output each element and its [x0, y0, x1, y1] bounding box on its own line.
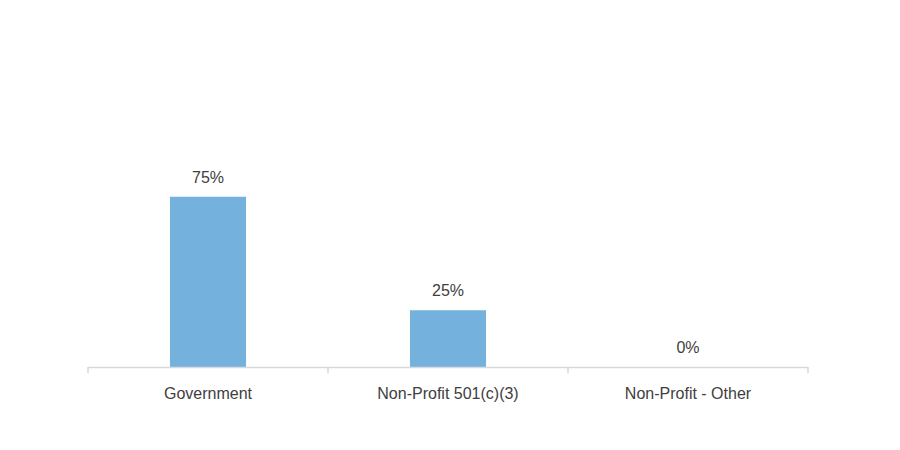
category-divider: [87, 367, 89, 373]
data-label: 0%: [676, 339, 699, 356]
bars: [170, 197, 486, 367]
category-divider: [567, 367, 569, 373]
data-label: 75%: [192, 169, 224, 186]
chart-svg: Government Non-Profit 501(c)(3) Non-Profit…: [0, 0, 900, 450]
x-axis-line: [88, 367, 808, 369]
bar: [170, 197, 246, 367]
category-divider: [327, 367, 329, 373]
data-label: 25%: [432, 282, 464, 299]
x-tick-label: Government: [164, 385, 253, 402]
chart-container: Government Non-Profit 501(c)(3) Non-Profit…: [0, 0, 900, 450]
x-tick-label: Non-Profit - Other: [625, 385, 752, 402]
bar: [410, 310, 486, 367]
category-divider: [807, 367, 809, 373]
x-tick-label: Non-Profit 501(c)(3): [377, 385, 518, 402]
